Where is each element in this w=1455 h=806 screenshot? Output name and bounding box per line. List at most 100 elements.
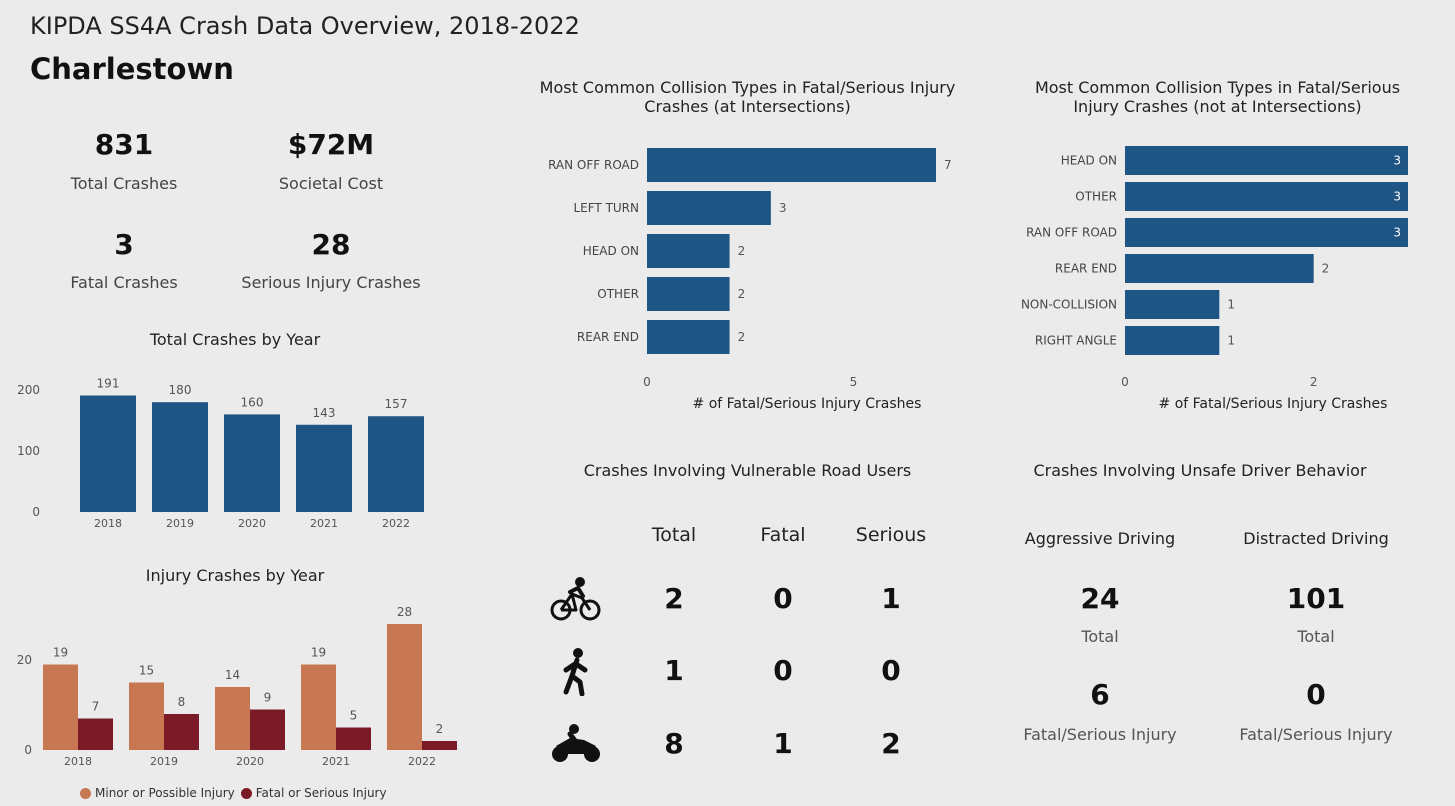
total-crashes-label: Total Crashes	[70, 174, 178, 193]
x-tick-label: 2019	[150, 755, 178, 768]
data-label: 2	[738, 287, 746, 301]
x-tick-label: 2019	[166, 517, 194, 530]
bar	[129, 682, 164, 750]
x-axis-label: # of Fatal/Serious Injury Crashes	[1159, 396, 1388, 412]
bar	[647, 277, 730, 311]
bar	[80, 395, 136, 512]
vru-ped-total: 1	[664, 654, 684, 687]
data-label: 8	[178, 695, 186, 709]
vru-moto-serious: 2	[881, 727, 901, 760]
bar	[1125, 254, 1314, 283]
legend-label-minor: Minor or Possible Injury	[95, 786, 235, 800]
bar	[422, 741, 457, 750]
data-label: 5	[350, 709, 358, 723]
bar	[1125, 182, 1408, 211]
page-subtitle: Charlestown	[30, 52, 234, 86]
vru-ped-fatal: 0	[773, 654, 793, 687]
bar	[1125, 290, 1220, 319]
data-label: 3	[1393, 154, 1401, 168]
bar	[296, 424, 352, 512]
collision-intersections-chart: RAN OFF ROAD 7 LEFT TURN 3 HEAD ON 2 OTHER 2 REA…	[548, 148, 952, 412]
x-tick-label: 2021	[322, 755, 350, 768]
aggressive-total-label: Total	[1081, 627, 1119, 646]
y-tick-label: 0	[24, 743, 32, 757]
x-tick-label: 0	[1121, 375, 1129, 389]
category-label: HEAD ON	[1061, 154, 1117, 168]
data-label: 1	[1227, 334, 1235, 348]
category-label: HEAD ON	[583, 244, 639, 258]
data-label: 1	[1227, 298, 1235, 312]
bar	[1125, 326, 1220, 355]
bar	[647, 148, 936, 182]
x-tick-label: 2021	[310, 517, 338, 530]
aggressive-fsi-label: Fatal/Serious Injury	[1023, 725, 1177, 744]
y-tick-label: 200	[17, 383, 40, 397]
data-label: 7	[944, 158, 952, 172]
legend-swatch-minor	[80, 787, 91, 799]
x-tick-label: 2022	[382, 517, 410, 530]
bar	[1125, 218, 1408, 247]
collision-nonint-title: Most Common Collision Types in Fatal/Ser…	[1034, 78, 1401, 116]
vru-header-fatal: Fatal	[760, 524, 806, 546]
bar	[647, 320, 730, 354]
bar	[215, 687, 250, 750]
y-tick-label: 0	[32, 505, 40, 519]
distracted-total-label: Total	[1297, 627, 1335, 646]
injury-by-year-title: Injury Crashes by Year	[145, 566, 325, 585]
aggressive-total-value: 24	[1080, 582, 1120, 615]
vru-header-total: Total	[651, 524, 697, 546]
societal-cost-value: $72M	[287, 128, 375, 161]
data-label: 28	[397, 605, 412, 619]
fatal-crashes-value: 3	[114, 228, 134, 261]
data-label: 9	[264, 691, 272, 705]
data-label: 180	[169, 383, 192, 397]
x-tick-label: 2020	[236, 755, 264, 768]
collision-int-title: Most Common Collision Types in Fatal/Ser…	[539, 78, 956, 116]
category-label: RIGHT ANGLE	[1035, 334, 1117, 348]
motorcycle-icon	[552, 724, 600, 762]
category-label: RAN OFF ROAD	[548, 158, 639, 172]
bar	[164, 714, 199, 750]
serious-injury-value: 28	[311, 228, 351, 261]
bar	[78, 718, 113, 750]
data-label: 7	[92, 700, 100, 714]
driver-behavior-title: Crashes Involving Unsafe Driver Behavior	[1033, 461, 1367, 480]
data-label: 2	[436, 722, 444, 736]
aggressive-fsi-value: 6	[1090, 678, 1110, 711]
x-tick-label: 0	[643, 375, 651, 389]
bar	[647, 191, 771, 225]
bar	[43, 664, 78, 750]
data-label: 2	[738, 330, 746, 344]
data-label: 3	[779, 201, 787, 215]
category-label: REAR END	[577, 330, 639, 344]
vru-header-serious: Serious	[855, 524, 927, 546]
aggressive-heading: Aggressive Driving	[1024, 529, 1176, 548]
data-label: 143	[313, 406, 336, 420]
y-tick-label: 20	[17, 653, 32, 667]
bar	[1125, 146, 1408, 175]
data-label: 19	[311, 646, 326, 660]
distracted-fsi-label: Fatal/Serious Injury	[1239, 725, 1393, 744]
bar	[368, 416, 424, 512]
pedestrian-icon	[563, 648, 588, 696]
vru-bike-total: 2	[664, 582, 684, 615]
bar	[152, 402, 208, 512]
x-tick-label: 2018	[94, 517, 122, 530]
distracted-total-value: 101	[1286, 582, 1346, 615]
data-label: 160	[241, 395, 264, 409]
page-title: KIPDA SS4A Crash Data Overview, 2018-202…	[30, 12, 580, 40]
vru-bike-fatal: 0	[773, 582, 793, 615]
distracted-fsi-value: 0	[1306, 678, 1326, 711]
category-label: OTHER	[597, 287, 639, 301]
vru-ped-serious: 0	[881, 654, 901, 687]
category-label: LEFT TURN	[573, 201, 639, 215]
x-tick-label: 2020	[238, 517, 266, 530]
data-label: 19	[53, 646, 68, 660]
x-tick-label: 2018	[64, 755, 92, 768]
total-by-year-chart: 0 100 200 191 2018 180 2019 160 2020 143 2021 157 20…	[17, 376, 424, 530]
vru-moto-total: 8	[664, 727, 684, 760]
data-label: 3	[1393, 226, 1401, 240]
data-label: 14	[225, 668, 240, 682]
data-label: 3	[1393, 190, 1401, 204]
